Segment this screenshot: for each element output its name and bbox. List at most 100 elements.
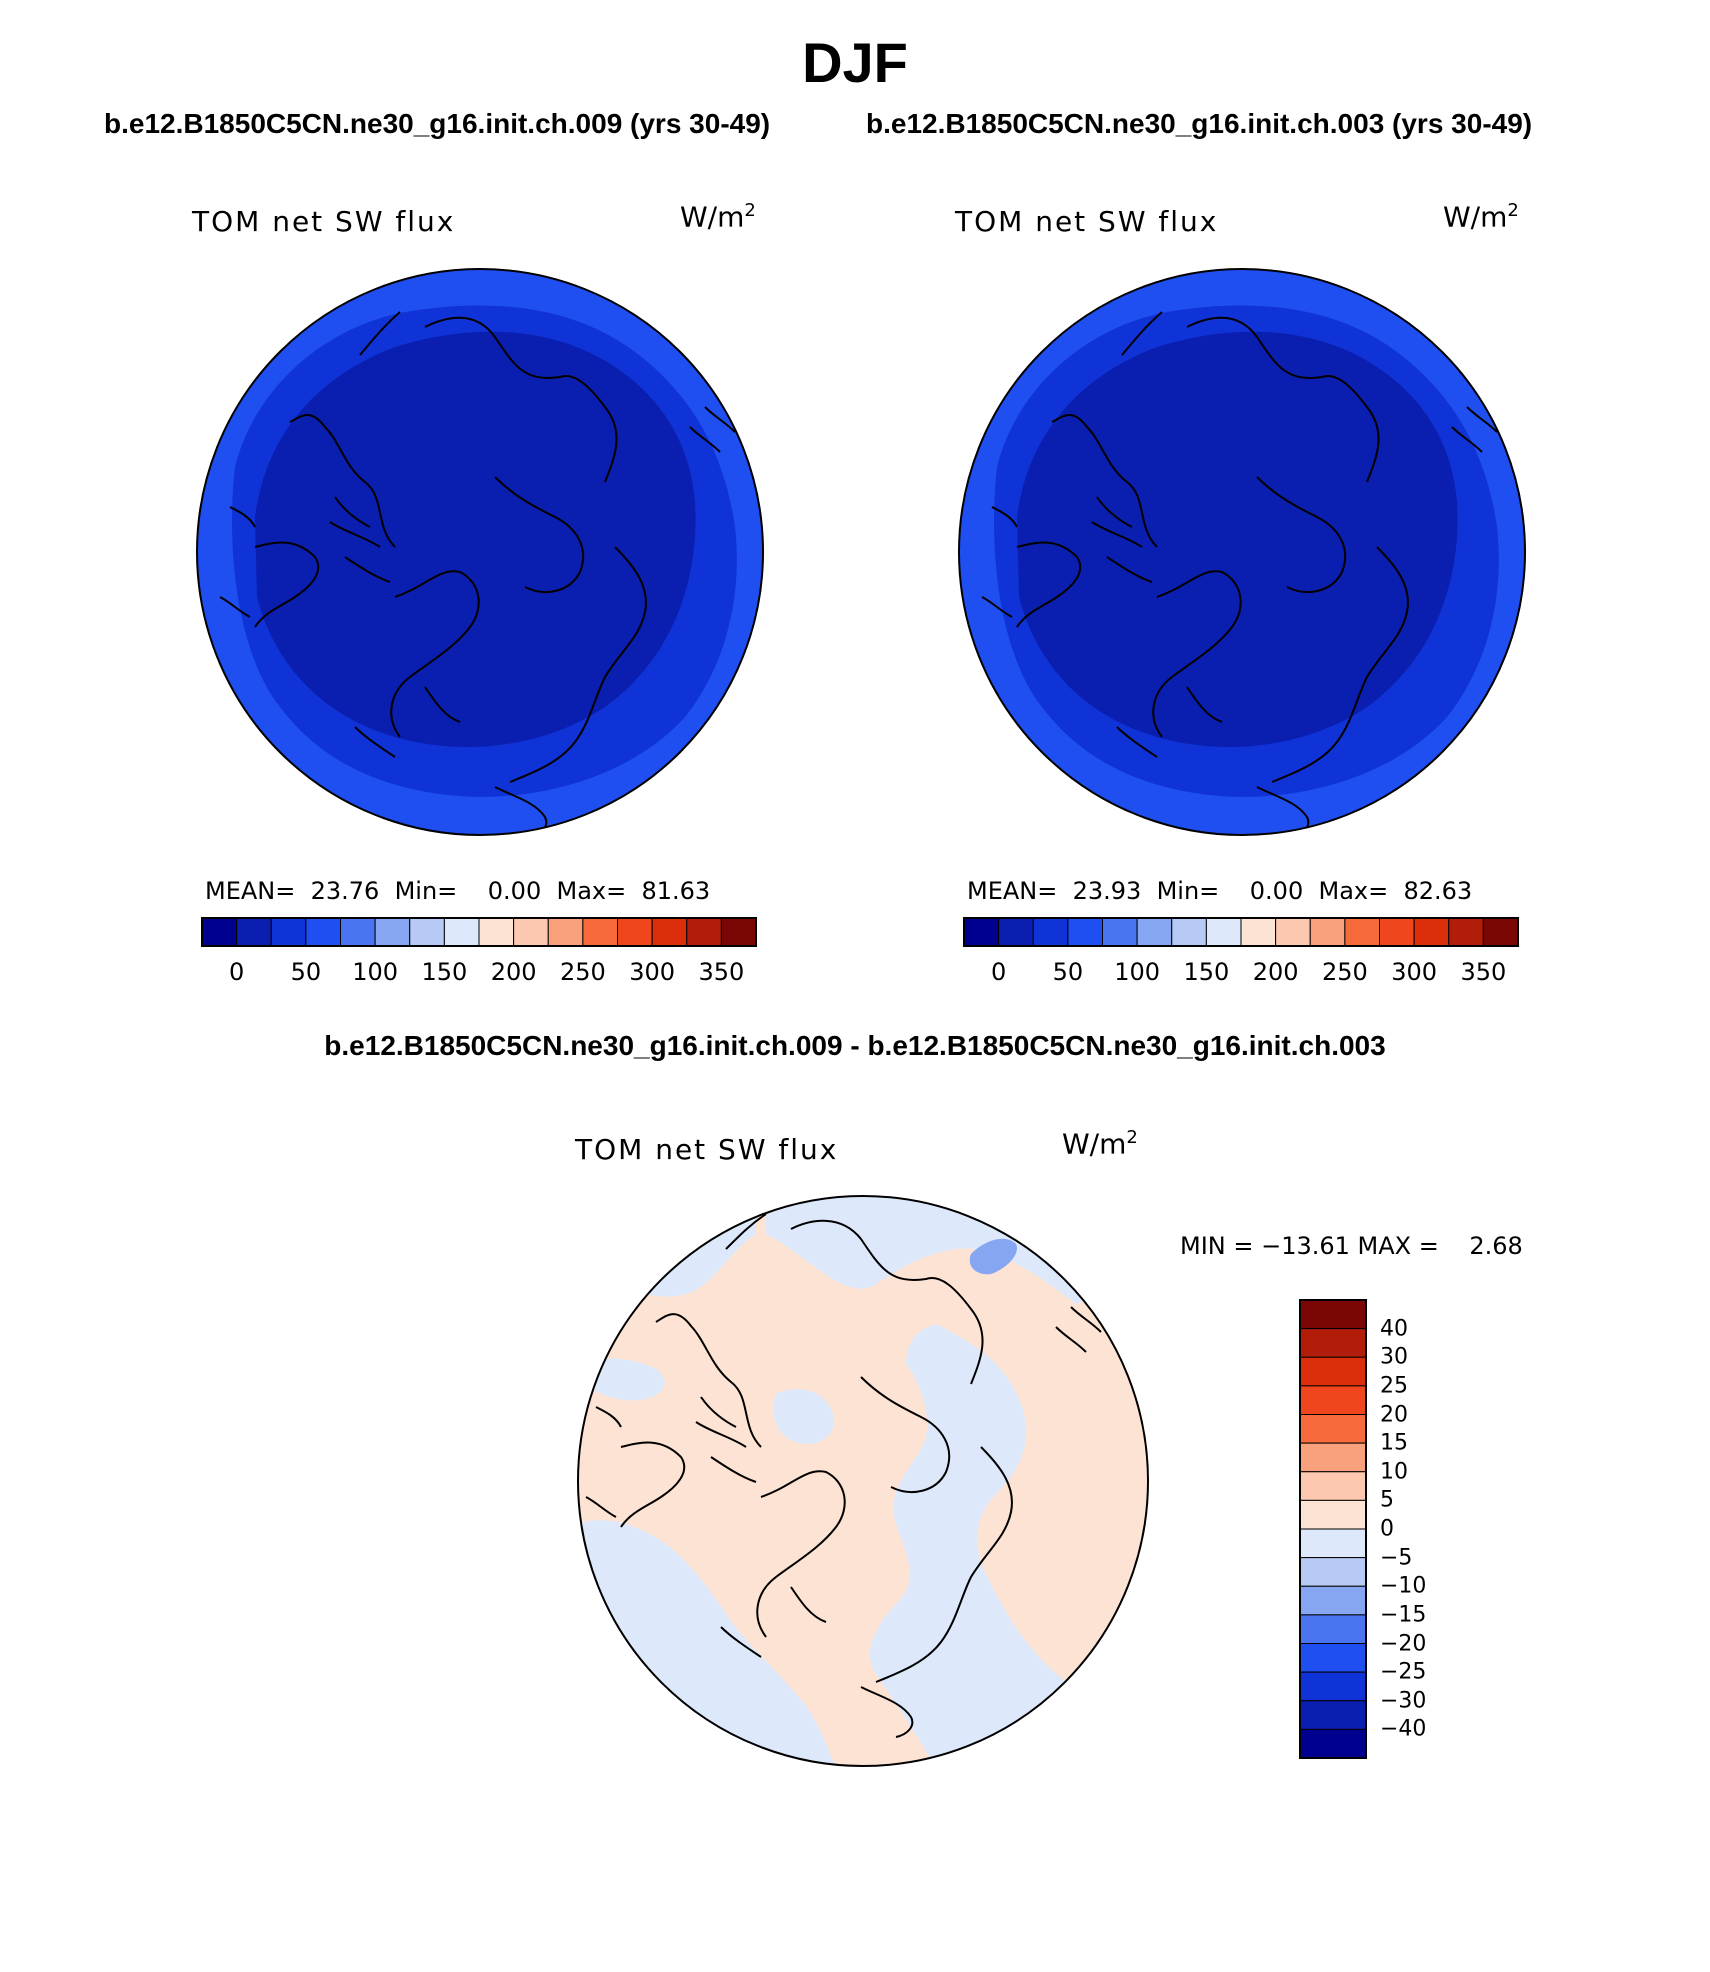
colorbar-cell: [1299, 1385, 1367, 1415]
colorbar-tick-label: −15: [1380, 1602, 1427, 1628]
left-colorbar-labels: 0 50 100 150 200 250 300 350: [202, 958, 756, 988]
colorbar-cell: [617, 917, 653, 947]
right-coastlines: [981, 311, 1498, 835]
left-variable-label: TOM net SW flux: [192, 205, 456, 238]
diff-map-negative-patch-northeast: [969, 1238, 1017, 1275]
colorbar-tick-label: 30: [1380, 1344, 1408, 1370]
left-stats: MEAN= 23.76 Min= 0.00 Max= 81.63: [205, 877, 711, 905]
colorbar-tick-label: 300: [629, 958, 676, 986]
diff-stats: MIN = −13.61 MAX = 2.68: [1180, 1232, 1523, 1260]
right-units-label: W/m2: [1443, 200, 1519, 234]
colorbar-cell: [1299, 1671, 1367, 1702]
right-map-inner-band: [1017, 331, 1458, 747]
colorbar-tick-label: 20: [1380, 1402, 1408, 1427]
colorbar-cell: [1309, 917, 1346, 947]
colorbar-cell: [1299, 1614, 1367, 1644]
colorbar-tick-label: 150: [421, 958, 468, 986]
figure-title: DJF: [802, 31, 908, 94]
colorbar-tick-label: 0: [1380, 1516, 1394, 1542]
right-colorbar-labels: 0 50 100 150 200 250 300 350: [964, 958, 1518, 988]
colorbar-cell: [1482, 917, 1519, 947]
diff-units-label: W/m2: [1062, 1127, 1138, 1161]
colorbar-cell: [651, 917, 688, 947]
colorbar-tick-label: 0: [228, 958, 245, 986]
colorbar-cell: [374, 917, 411, 947]
colorbar-cell: [686, 917, 722, 947]
colorbar-tick-label: 250: [1321, 958, 1368, 986]
colorbar-tick-label: 200: [490, 958, 537, 986]
left-case-title: b.e12.B1850C5CN.ne30_g16.init.ch.009 (yr…: [104, 108, 771, 139]
colorbar-cell: [340, 917, 376, 947]
colorbar-tick-label: 350: [1460, 958, 1507, 986]
colorbar-tick-label: −30: [1380, 1688, 1427, 1714]
colorbar-cell: [1299, 1728, 1367, 1759]
colorbar-cell: [1299, 1585, 1367, 1616]
colorbar-tick-label: 300: [1391, 958, 1438, 986]
colorbar-tick-label: 10: [1380, 1459, 1408, 1485]
right-variable-label: TOM net SW flux: [955, 205, 1219, 238]
colorbar-tick-label: 250: [559, 958, 606, 986]
left-units-label: W/m2: [680, 200, 756, 234]
left-colorbar: [201, 917, 757, 947]
right-colorbar: [963, 917, 1519, 947]
colorbar-tick-label: 150: [1183, 958, 1230, 986]
colorbar-tick-label: 350: [698, 958, 745, 986]
diff-map-negative-patch-west: [586, 1358, 665, 1401]
colorbar-tick-label: 50: [290, 958, 322, 986]
colorbar-tick-label: 5: [1380, 1487, 1394, 1513]
diff-variable-label: TOM net SW flux: [575, 1133, 839, 1166]
colorbar-cell: [1102, 917, 1138, 947]
colorbar-cell: [1299, 1356, 1367, 1387]
colorbar-cell: [1413, 917, 1450, 947]
colorbar-cell: [1299, 1557, 1367, 1587]
colorbar-cell: [201, 917, 238, 947]
colorbar-cell: [1448, 917, 1484, 947]
colorbar-tick-label: 200: [1252, 958, 1299, 986]
colorbar-cell: [582, 917, 618, 947]
right-case-title: b.e12.B1850C5CN.ne30_g16.init.ch.003 (yr…: [866, 108, 1533, 139]
colorbar-cell: [443, 917, 480, 947]
colorbar-tick-label: −20: [1380, 1631, 1427, 1656]
colorbar-cell: [1275, 917, 1311, 947]
colorbar-cell: [1299, 1643, 1367, 1673]
colorbar-cell: [1032, 917, 1069, 947]
colorbar-cell: [1205, 917, 1242, 947]
colorbar-tick-label: −25: [1380, 1659, 1427, 1685]
diff-coastlines: [585, 1213, 1102, 1738]
colorbar-cell: [1299, 1700, 1367, 1730]
colorbar-cell: [1299, 1499, 1367, 1530]
colorbar-cell: [1379, 917, 1415, 947]
diff-map-border: [577, 1195, 1149, 1767]
colorbar-cell: [720, 917, 757, 947]
colorbar-tick-label: 25: [1380, 1373, 1408, 1399]
colorbar-tick-label: −40: [1380, 1716, 1427, 1742]
colorbar-cell: [1067, 917, 1103, 947]
colorbar-cell: [963, 917, 1000, 947]
diff-colorbar: [1299, 1299, 1367, 1759]
colorbar-cell: [1171, 917, 1207, 947]
colorbar-cell: [998, 917, 1034, 947]
right-stats: MEAN= 23.93 Min= 0.00 Max= 82.63: [967, 877, 1473, 905]
diff-map-negative-region-east: [869, 1324, 1148, 1766]
colorbar-cell: [270, 917, 307, 947]
colorbar-cell: [305, 917, 341, 947]
diff-colorbar-labels: 40 30 25 20 15 10 5 0 −5 −10 −15 −20 −25 −30 −40: [1380, 1300, 1460, 1758]
colorbar-cell: [1299, 1299, 1367, 1330]
diff-polar-map: [577, 1195, 1149, 1767]
colorbar-cell: [1299, 1414, 1367, 1444]
colorbar-cell: [1299, 1528, 1367, 1559]
colorbar-cell: [1299, 1442, 1367, 1473]
left-map-inner-band: [255, 331, 696, 747]
colorbar-cell: [547, 917, 584, 947]
colorbar-cell: [1240, 917, 1277, 947]
colorbar-tick-label: 15: [1380, 1430, 1408, 1456]
colorbar-cell: [513, 917, 549, 947]
colorbar-tick-label: 50: [1052, 958, 1084, 986]
colorbar-tick-label: −5: [1380, 1545, 1413, 1571]
colorbar-cell: [1299, 1328, 1367, 1358]
diff-map-negative-patch-centre: [773, 1389, 835, 1444]
left-map-border: [196, 268, 764, 836]
colorbar-cell: [236, 917, 272, 947]
right-polar-map: [958, 268, 1526, 836]
right-map-border: [958, 268, 1526, 836]
